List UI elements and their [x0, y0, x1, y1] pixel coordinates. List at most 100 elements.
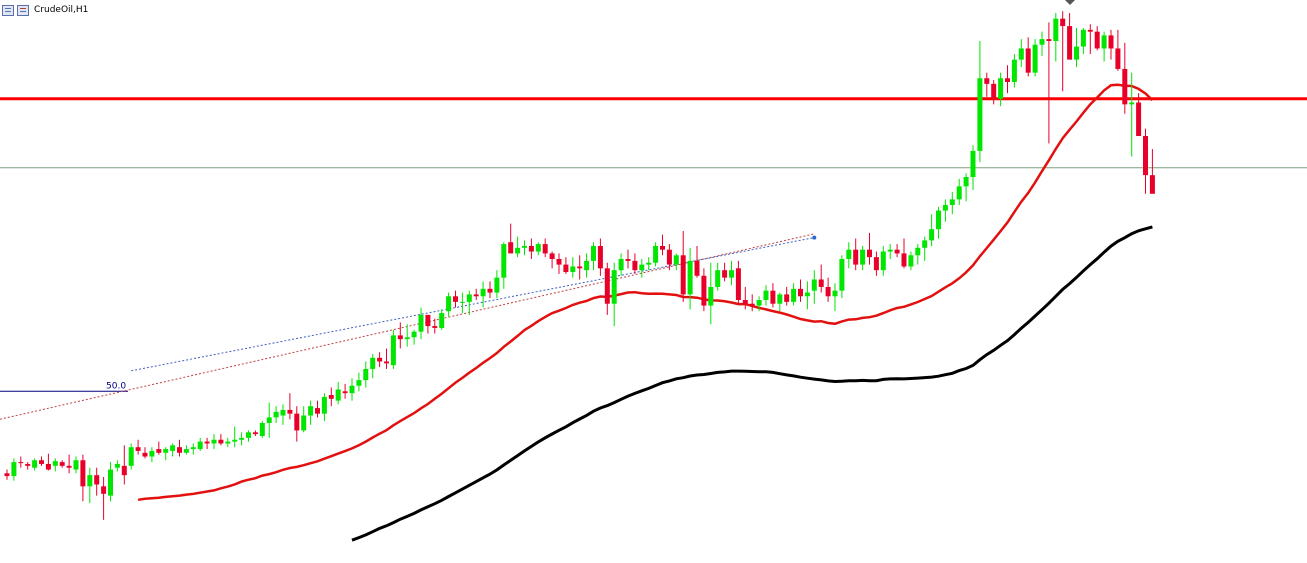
chart-window-icon[interactable]: [2, 4, 14, 16]
candle-bull: [32, 460, 38, 468]
candle-bull: [370, 357, 376, 369]
candle-bear: [528, 245, 534, 252]
candle-bull: [570, 266, 576, 273]
candle-bear: [1149, 175, 1155, 194]
candle-bear: [39, 460, 44, 464]
candle-bear: [4, 473, 10, 477]
candle-bull: [494, 277, 500, 293]
candle-bull: [190, 447, 196, 450]
candle-bear: [770, 290, 776, 304]
candle-bull: [522, 245, 527, 248]
candle-bear: [818, 279, 824, 287]
candle-bear: [1025, 48, 1031, 73]
candle-bull: [804, 292, 810, 297]
candle-bull: [1053, 18, 1059, 41]
candle-bull: [356, 380, 362, 386]
candle-bear: [473, 294, 479, 297]
candle-bear: [749, 303, 755, 306]
candle-bear: [894, 249, 900, 254]
candle-bull: [839, 259, 845, 291]
candle-bull: [880, 251, 886, 271]
candle-bull: [756, 299, 762, 306]
candle-bull: [535, 244, 541, 252]
candle-bear: [121, 465, 127, 476]
candle-bear: [25, 463, 31, 466]
candle-bull: [411, 331, 417, 338]
candle-bear: [991, 83, 997, 99]
candle-bull: [887, 249, 893, 252]
candle-bull: [715, 270, 721, 287]
candle-bull: [266, 417, 272, 423]
candle-bull: [708, 286, 714, 306]
candle-bear: [59, 462, 65, 466]
candle-bull: [791, 288, 797, 302]
candle-bull: [418, 314, 424, 332]
candle-bear: [342, 391, 348, 394]
candle-bull: [52, 461, 58, 466]
candle-bear: [604, 268, 610, 304]
chart-properties-icon[interactable]: [17, 4, 29, 16]
fibo-level-label: 50.0: [106, 381, 126, 391]
candle-bear: [694, 260, 700, 276]
candle-bear: [294, 413, 300, 431]
candle-bull: [998, 78, 1004, 99]
candle-bull: [197, 441, 203, 450]
candle-bull: [618, 259, 624, 271]
candle-bear: [135, 447, 141, 451]
candle-bull: [149, 450, 155, 457]
candle-bull: [108, 469, 113, 496]
candle-bull: [225, 441, 231, 444]
candle-bull: [687, 260, 693, 295]
moving-average-fast: [137, 83, 1154, 502]
candle-bull: [114, 463, 120, 468]
shift-marker-icon[interactable]: [1065, 0, 1075, 5]
candle-bear: [632, 260, 638, 271]
candle-bear: [660, 245, 665, 250]
candle-bear: [142, 452, 148, 457]
candle-bear: [735, 268, 741, 300]
candle-bear: [425, 314, 431, 327]
candle-bull: [860, 249, 866, 265]
candle-bull: [956, 186, 962, 200]
candle-bull: [335, 389, 341, 401]
candle-bear: [680, 255, 686, 295]
candle-bear: [867, 249, 872, 258]
candle-bear: [287, 409, 293, 414]
candle-bull: [183, 449, 189, 453]
candle-bull: [73, 460, 79, 470]
candle-bear: [597, 245, 603, 269]
moving-average-slow: [351, 225, 1153, 542]
candle-bull: [439, 313, 445, 328]
candle-bear: [252, 432, 258, 435]
candle-bear: [45, 463, 51, 470]
candle-bear: [18, 462, 24, 464]
candle-bull: [128, 447, 134, 466]
candle-bull: [349, 385, 355, 394]
symbol-timeframe-label: CrudeOil,H1: [34, 5, 89, 15]
candle-bear: [1115, 48, 1121, 69]
candle-bull: [922, 240, 928, 248]
candle-bear: [177, 447, 182, 453]
candle-bear: [556, 259, 562, 265]
candle-bull: [915, 247, 921, 256]
candle-bull: [301, 415, 307, 431]
candle-bull: [936, 210, 941, 230]
candle-bear: [984, 78, 990, 84]
candle-bear: [432, 326, 438, 328]
candle-bear: [66, 465, 72, 468]
candle-bear: [1143, 136, 1148, 176]
candle-bull: [239, 437, 245, 440]
candle-bull: [763, 290, 769, 300]
candle-bear: [784, 294, 790, 302]
candle-bull: [963, 177, 969, 187]
candle-bear: [563, 264, 569, 273]
candle-bull: [1018, 48, 1024, 60]
candle-bear: [825, 286, 831, 297]
candle-bear: [853, 249, 859, 265]
candle-bull: [1101, 35, 1107, 49]
candle-bear: [1087, 29, 1093, 32]
candle-bull: [584, 260, 590, 271]
candle-bull: [1080, 29, 1086, 47]
